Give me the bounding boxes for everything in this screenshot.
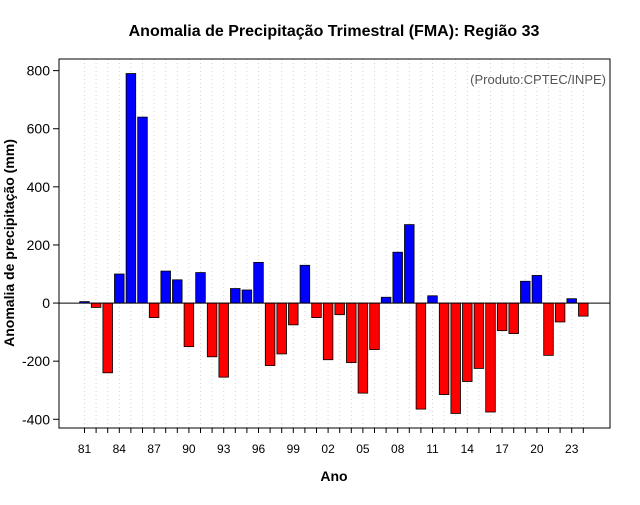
y-tick-label: 400 — [27, 179, 51, 195]
bar-2001 — [311, 302, 322, 318]
bar-1996 — [253, 261, 264, 304]
bar-1993 — [218, 302, 229, 378]
bar-2016 — [485, 302, 496, 413]
bar-1983 — [102, 302, 113, 374]
bar-1982 — [90, 302, 102, 308]
x-tick-label: 90 — [182, 442, 196, 456]
x-tick-label: 23 — [565, 442, 579, 456]
bar-2003 — [334, 302, 345, 316]
bar-1994 — [230, 288, 241, 304]
y-axis-label: Anomalia de precipitação (mm) — [1, 139, 17, 347]
bar-2004 — [346, 302, 357, 364]
y-tick-label: 0 — [42, 295, 50, 311]
bars-group — [79, 73, 589, 414]
bar-2012 — [438, 302, 450, 395]
bar-1997 — [264, 302, 276, 366]
y-tick-label: -400 — [22, 411, 50, 427]
y-tick-label: 800 — [27, 63, 51, 79]
bar-2006 — [369, 302, 380, 350]
bar-2010 — [415, 302, 427, 410]
grid-lines — [84, 59, 584, 428]
bar-1999 — [288, 302, 299, 326]
source-annotation: (Produto:CPTEC/INPE) — [470, 72, 606, 87]
bar-2021 — [543, 302, 554, 356]
x-tick-label: 05 — [356, 442, 370, 456]
y-axis: -400 -200 0 200 400 600 800 — [22, 63, 59, 427]
bar-2017 — [496, 302, 508, 332]
bar-2014 — [462, 302, 473, 382]
bar-1990 — [183, 302, 195, 348]
bar-2015 — [473, 302, 485, 369]
bar-1995 — [241, 289, 253, 304]
x-tick-label: 08 — [391, 442, 405, 456]
x-tick-label: 20 — [530, 442, 544, 456]
bar-2023 — [566, 298, 577, 304]
x-tick-label: 84 — [113, 442, 127, 456]
bar-2024 — [578, 302, 589, 317]
bar-1989 — [172, 279, 183, 304]
bar-2020 — [531, 275, 543, 304]
x-axis: 81 84 87 90 93 96 99 02 05 08 11 14 17 20 23 — [78, 428, 584, 456]
bar-2002 — [322, 302, 334, 361]
y-tick-label: 600 — [27, 121, 51, 137]
bar-1992 — [206, 302, 218, 358]
x-tick-label: 11 — [426, 442, 439, 456]
bar-2007 — [380, 296, 392, 304]
x-tick-label: 02 — [321, 442, 335, 456]
x-axis-label: Ano — [320, 468, 347, 484]
bar-1985 — [125, 73, 137, 304]
bar-2022 — [554, 302, 566, 323]
plot-frame — [58, 58, 611, 429]
y-tick-label: 200 — [27, 237, 51, 253]
y-tick-label: -200 — [22, 353, 50, 369]
bar-1984 — [114, 273, 125, 304]
bar-2000 — [299, 264, 311, 304]
x-tick-label: 99 — [287, 442, 301, 456]
x-tick-label: 81 — [78, 442, 92, 456]
x-tick-label: 87 — [147, 442, 161, 456]
bar-2009 — [404, 224, 415, 304]
bar-1988 — [160, 270, 171, 304]
bar-2019 — [520, 280, 531, 304]
chart-title: Anomalia de Precipitação Trimestral (FMA… — [129, 23, 540, 40]
bar-1987 — [148, 302, 160, 318]
bar-2005 — [357, 302, 369, 394]
bar-1998 — [276, 302, 287, 355]
bar-2013 — [450, 302, 461, 414]
bar-2011 — [427, 295, 438, 304]
bar-2008 — [392, 251, 403, 304]
x-tick-label: 17 — [495, 442, 509, 456]
bar-1986 — [137, 116, 148, 304]
bar-2018 — [508, 302, 519, 334]
bar-1991 — [195, 272, 206, 304]
x-tick-label: 96 — [252, 442, 266, 456]
x-tick-label: 93 — [217, 442, 231, 456]
x-tick-label: 14 — [461, 442, 475, 456]
